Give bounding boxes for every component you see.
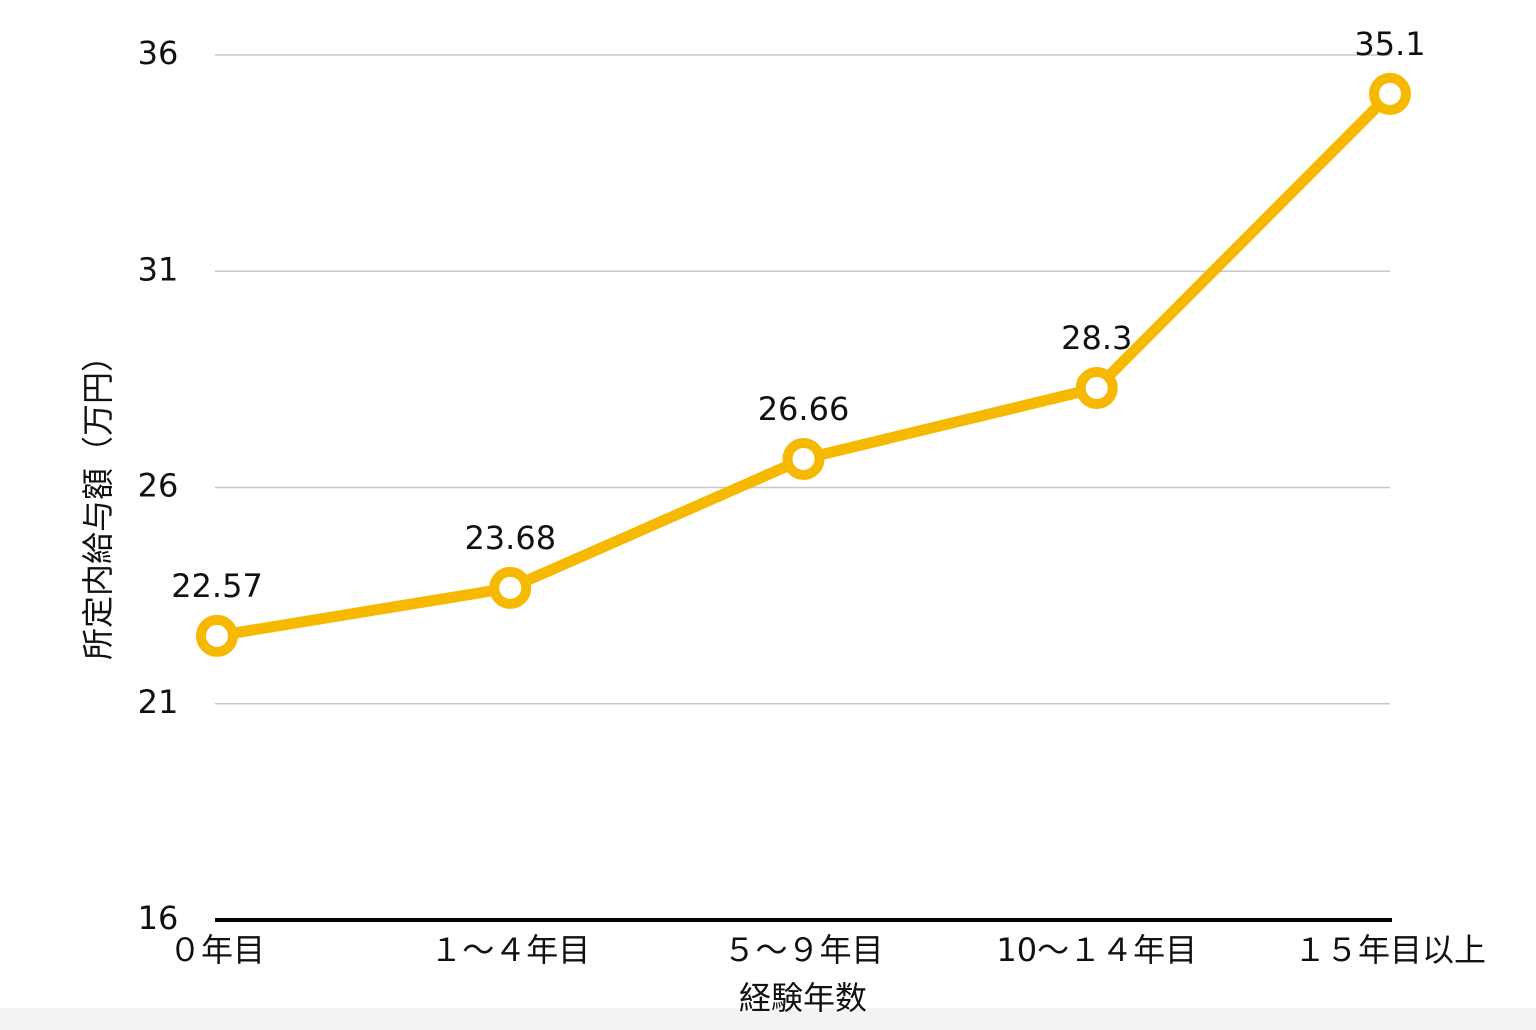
data-label: 35.1 [1354,25,1425,63]
point [1075,367,1118,410]
x-tick-label: 10～１４年目 [996,931,1197,969]
x-tick-label: １～４年目 [430,931,590,969]
point [489,566,532,609]
data-label: 22.57 [171,567,263,605]
bottom-band [0,1008,1536,1030]
point [782,437,825,480]
x-tick-label: ０年目 [169,931,265,969]
y-tick-label: 26 [138,467,179,505]
y-tick-label: 21 [138,683,179,721]
point [196,614,238,657]
x-axis-label: 経験年数 [739,979,867,1017]
x-tick-label: １５年目以上 [1294,931,1486,969]
y-axis-label: 所定内給与額（万円） [79,340,117,660]
line [216,90,1394,642]
y-tick-label: 16 [138,899,179,937]
x-tick-label: ５～９年目 [723,931,883,969]
y-tick-label: 31 [138,250,179,288]
y-tick-label: 36 [138,34,179,72]
data-label: 28.3 [1061,319,1132,357]
point [1369,72,1411,115]
data-label: 23.68 [464,519,556,557]
data-label: 26.66 [758,390,850,428]
